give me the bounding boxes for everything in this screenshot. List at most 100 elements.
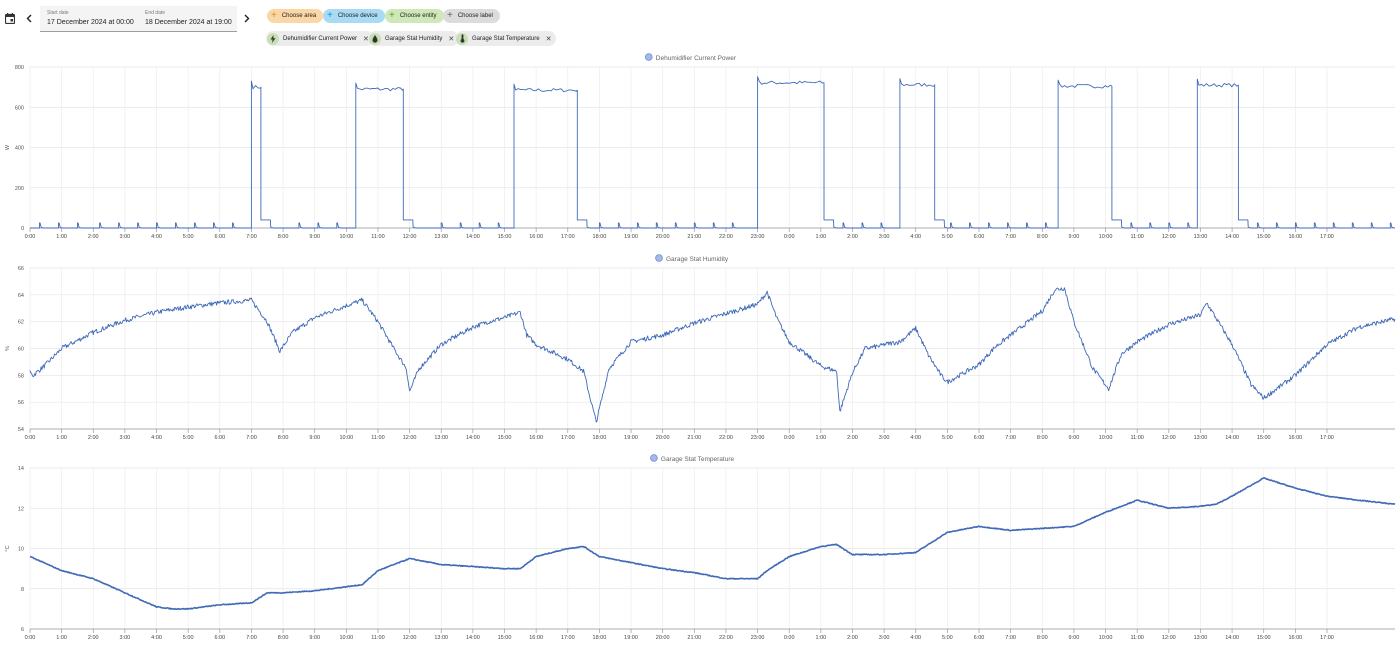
- y-tick-label: 12: [18, 506, 24, 512]
- choose-device-button[interactable]: + Choose device: [323, 9, 385, 23]
- temperature-chart: Garage Stat Temperature 6 8 10 12 14 0:00 1:00 2…: [5, 454, 1396, 641]
- choose-entity-button[interactable]: + Choose entity: [385, 9, 444, 23]
- start-date-field[interactable]: Start date 17 December 2024 at 00:00: [47, 10, 134, 26]
- y-axis-label: %: [5, 346, 11, 351]
- x-tick-label: 4:00: [151, 234, 162, 240]
- x-tick-label: 3:00: [120, 635, 131, 641]
- x-tick-label: 17:00: [561, 635, 575, 641]
- x-tick-label: 10:00: [339, 435, 353, 441]
- x-tick-label: 12:00: [1162, 635, 1176, 641]
- plus-icon: +: [271, 10, 277, 21]
- water-drop-icon: [369, 32, 381, 45]
- x-tick-label: 13:00: [1194, 234, 1208, 240]
- y-tick-label: 14: [18, 466, 24, 472]
- y-tick-label: 54: [18, 427, 24, 433]
- x-tick-label: 11:00: [1131, 234, 1144, 240]
- x-tick-label: 4:00: [910, 635, 921, 641]
- choose-area-button[interactable]: + Choose area: [267, 9, 324, 23]
- x-tick-label: 15:00: [1257, 635, 1271, 641]
- x-tick-label: 19:00: [624, 435, 638, 441]
- x-tick-label: 8:00: [278, 635, 289, 641]
- x-tick-label: 5:00: [183, 435, 194, 441]
- choose-entity-label: Choose entity: [399, 13, 437, 19]
- entity-chip-label: Garage Stat Humidity: [385, 35, 443, 42]
- date-range-picker[interactable]: Start date 17 December 2024 at 00:00 End…: [40, 6, 237, 32]
- x-tick-label: 6:00: [974, 635, 985, 641]
- plus-icon: +: [447, 10, 453, 21]
- series-line: [29, 287, 1396, 423]
- choose-label-button[interactable]: + Choose label: [443, 9, 500, 23]
- entity-chip-humidity[interactable]: Garage Stat Humidity ✕: [368, 31, 460, 46]
- x-tick-label: 13:00: [1194, 435, 1208, 441]
- y-axis-label: W: [5, 144, 11, 150]
- choose-area-label: Choose area: [281, 13, 317, 19]
- lightning-icon: [267, 32, 279, 45]
- x-tick-label: 18:00: [593, 435, 607, 441]
- x-tick-label: 4:00: [910, 435, 921, 441]
- humidity-chart: Garage Stat Humidity 54 56 58 60 62 64 66 0:00 1:…: [5, 254, 1396, 441]
- x-tick-label: 6:00: [974, 234, 985, 240]
- x-tick-label: 9:00: [1069, 635, 1080, 641]
- x-tick-label: 14:00: [466, 435, 480, 441]
- x-tick-label: 5:00: [942, 635, 953, 641]
- x-tick-label: 6:00: [214, 435, 225, 441]
- y-tick-label: 8: [21, 587, 24, 593]
- thermometer-icon: [456, 32, 468, 45]
- x-tick-label: 1:00: [815, 635, 826, 641]
- chevron-left-icon: [26, 14, 32, 22]
- x-tick-label: 20:00: [656, 635, 670, 641]
- x-tick-label: 8:00: [1037, 435, 1048, 441]
- x-tick-label: 4:00: [151, 435, 162, 441]
- x-tick-label: 10:00: [339, 635, 353, 641]
- x-tick-label: 11:00: [371, 635, 384, 641]
- x-tick-label: 9:00: [1069, 435, 1080, 441]
- x-tick-label: 4:00: [910, 234, 921, 240]
- entity-chip-power[interactable]: Dehumidifier Current Power ✕: [266, 31, 374, 46]
- x-tick-label: 14:00: [466, 635, 480, 641]
- chevron-right-icon: [244, 14, 250, 22]
- end-date-field[interactable]: End date 18 December 2024 at 19:00: [145, 10, 232, 26]
- x-tick-label: 15:00: [498, 234, 512, 240]
- x-tick-label: 15:00: [498, 635, 512, 641]
- y-tick-label: 62: [18, 320, 24, 326]
- remove-entity-icon[interactable]: ✕: [448, 35, 455, 43]
- x-tick-label: 21:00: [687, 635, 701, 641]
- previous-period-button[interactable]: [24, 13, 34, 23]
- y-tick-label: 800: [15, 65, 24, 71]
- x-tick-label: 14:00: [1225, 234, 1239, 240]
- x-tick-label: 3:00: [879, 635, 890, 641]
- x-tick-label: 17:00: [1320, 435, 1334, 441]
- x-tick-label: 6:00: [214, 234, 225, 240]
- x-tick-label: 5:00: [183, 234, 194, 240]
- x-tick-label: 5:00: [183, 635, 194, 641]
- remove-entity-icon[interactable]: ✕: [363, 35, 369, 43]
- x-tick-label: 10:00: [1099, 234, 1113, 240]
- y-tick-label: 10: [18, 547, 24, 553]
- series-line: [30, 76, 1395, 229]
- y-tick-label: 0: [21, 226, 24, 232]
- x-tick-label: 23:00: [751, 234, 765, 240]
- x-tick-label: 14:00: [1225, 435, 1239, 441]
- x-tick-label: 9:00: [309, 234, 320, 240]
- x-tick-label: 7:00: [246, 234, 257, 240]
- x-tick-label: 2:00: [88, 435, 99, 441]
- x-tick-label: 12:00: [403, 435, 417, 441]
- x-tick-label: 17:00: [561, 234, 575, 240]
- y-axis-label: °C: [5, 545, 11, 551]
- x-tick-label: 20:00: [656, 435, 670, 441]
- calendar-icon[interactable]: [4, 12, 16, 24]
- series-line: [29, 477, 1396, 610]
- next-period-button[interactable]: [242, 13, 252, 23]
- x-tick-label: 19:00: [624, 635, 638, 641]
- entity-chip-temperature[interactable]: Garage Stat Temperature ✕: [455, 31, 557, 46]
- x-tick-label: 21:00: [687, 234, 701, 240]
- entity-chip-label: Dehumidifier Current Power: [283, 35, 358, 42]
- x-tick-label: 10:00: [339, 234, 353, 240]
- x-tick-label: 6:00: [974, 435, 985, 441]
- remove-entity-icon[interactable]: ✕: [545, 35, 552, 43]
- x-tick-label: 7:00: [246, 435, 257, 441]
- x-tick-label: 7:00: [1005, 234, 1016, 240]
- x-tick-label: 3:00: [879, 234, 890, 240]
- x-tick-label: 13:00: [1194, 635, 1208, 641]
- x-tick-label: 5:00: [942, 435, 953, 441]
